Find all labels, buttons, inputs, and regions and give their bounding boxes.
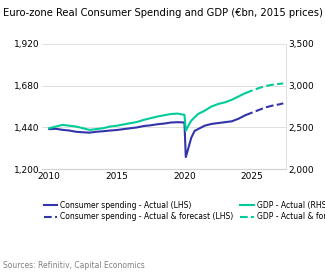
Text: Sources: Refinitiv, Capital Economics: Sources: Refinitiv, Capital Economics xyxy=(3,261,145,270)
Legend: Consumer spending - Actual (LHS), Consumer spending - Actual & forecast (LHS), G: Consumer spending - Actual (LHS), Consum… xyxy=(44,201,325,221)
Text: Euro-zone Real Consumer Spending and GDP (€bn, 2015 prices): Euro-zone Real Consumer Spending and GDP… xyxy=(3,8,323,18)
